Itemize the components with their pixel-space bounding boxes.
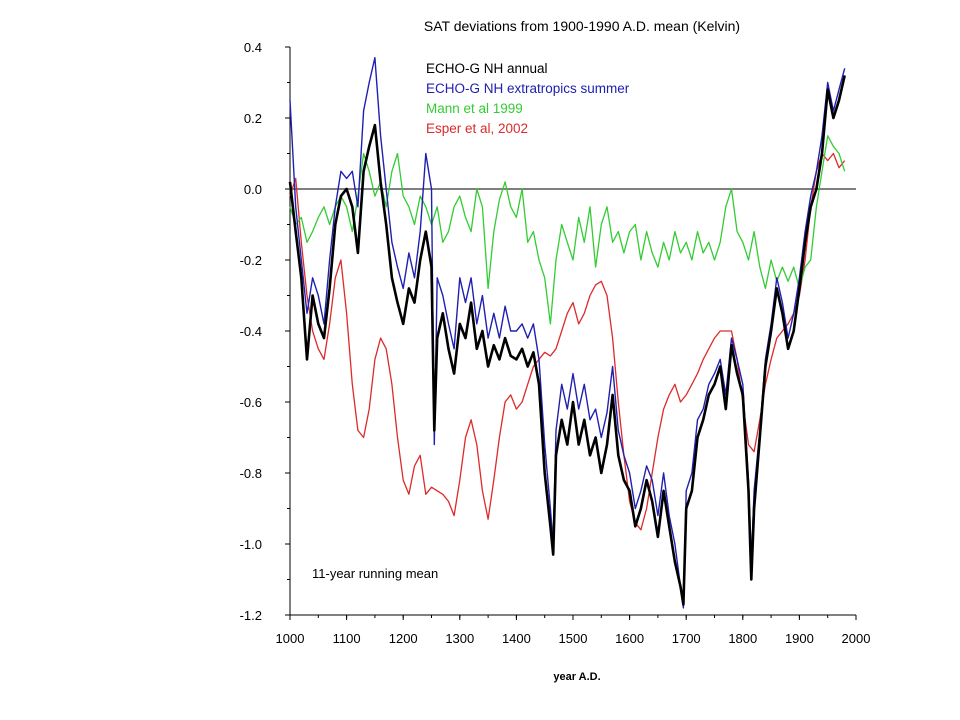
plot-area: 0.4 0.2 0.0 -0.2 -0.4 -0.6 -0.8 -1.0 -1.2 1000 110… — [240, 40, 871, 646]
legend-entry: Esper et al, 2002 — [426, 121, 528, 136]
legend-entry: ECHO-G NH annual — [426, 61, 548, 76]
y-tick-label: -0.8 — [240, 466, 262, 481]
x-tick-label: 1700 — [672, 631, 701, 646]
chart-title: SAT deviations from 1900-1990 A.D. mean … — [424, 18, 740, 34]
legend-entry: ECHO-G NH extratropics summer — [426, 81, 630, 96]
legend-entry: Mann et al 1999 — [426, 101, 523, 116]
x-tick-label: 1600 — [615, 631, 644, 646]
x-axis-label: year A.D. — [553, 671, 600, 683]
y-tick-label: 0.0 — [244, 182, 262, 197]
series-line-1 — [289, 57, 846, 609]
y-tick-label: -0.4 — [240, 324, 262, 339]
x-tick-label: 1300 — [445, 631, 474, 646]
x-tick-label: 1400 — [502, 631, 531, 646]
series-line-2 — [289, 135, 846, 325]
x-tick-label: 1800 — [728, 631, 757, 646]
x-tick-label: 1000 — [276, 631, 305, 646]
series-line-0 — [288, 75, 846, 606]
y-tick-label: -1.2 — [240, 608, 262, 623]
y-tick-label: 0.4 — [244, 40, 262, 55]
y-tick-label: -1.0 — [240, 537, 262, 552]
series-line-3 — [289, 152, 846, 531]
x-tick-label: 1200 — [389, 631, 418, 646]
chart-annotation: 11-year running mean — [312, 566, 438, 581]
y-tick-label: -0.2 — [240, 253, 262, 268]
y-tick-label: 0.2 — [244, 111, 262, 126]
x-tick-label: 1900 — [785, 631, 814, 646]
x-tick-label: 1100 — [333, 631, 361, 646]
x-tick-label: 2000 — [842, 631, 871, 646]
x-tick-label: 1500 — [559, 631, 588, 646]
y-tick-label: -0.6 — [240, 395, 262, 410]
